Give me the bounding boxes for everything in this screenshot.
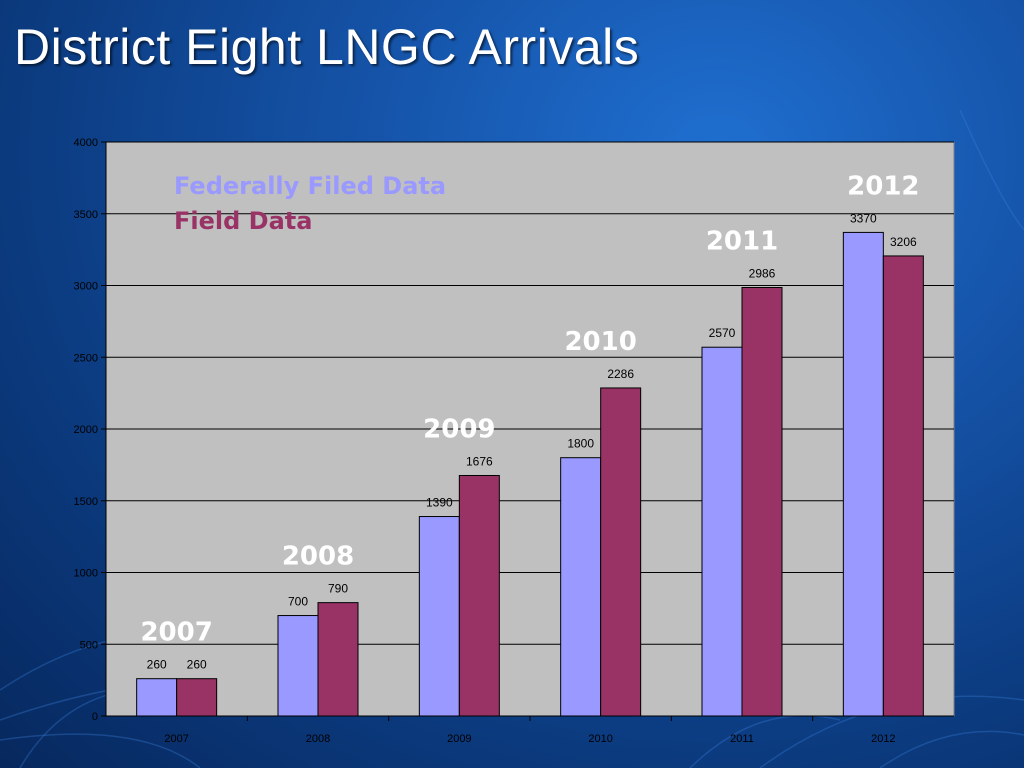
year-annotation-2011: 2011 bbox=[706, 227, 778, 257]
y-tick-label: 4000 bbox=[74, 137, 98, 149]
y-tick-label: 0 bbox=[92, 711, 98, 723]
y-tick-label: 2500 bbox=[74, 352, 98, 364]
legend-field-data: Field Data bbox=[174, 207, 312, 235]
bar-federally-filed-2010 bbox=[560, 457, 602, 717]
y-tick-label: 500 bbox=[80, 639, 98, 651]
data-label: 3206 bbox=[890, 235, 917, 249]
data-label: 790 bbox=[328, 582, 348, 596]
bar-field-data-2010 bbox=[600, 387, 642, 717]
data-label: 2286 bbox=[607, 367, 634, 381]
year-annotation-2008: 2008 bbox=[282, 542, 354, 572]
slide-title: District Eight LNGC Arrivals bbox=[14, 19, 640, 75]
bar-field-data-2008 bbox=[317, 602, 359, 717]
year-annotation-2010: 2010 bbox=[564, 327, 636, 357]
bar-field-data-2009 bbox=[458, 474, 500, 717]
data-label: 3370 bbox=[850, 211, 877, 225]
bar-field-data-2007 bbox=[176, 678, 218, 717]
data-label: 700 bbox=[288, 595, 308, 609]
bar-federally-filed-2009 bbox=[418, 516, 460, 717]
x-tick-label: 2010 bbox=[588, 733, 612, 745]
y-tick-label: 3500 bbox=[74, 209, 98, 221]
x-tick-label: 2012 bbox=[871, 733, 895, 745]
x-tick-label: 2011 bbox=[730, 733, 754, 745]
year-annotation-2012: 2012 bbox=[847, 171, 919, 201]
data-label: 2986 bbox=[749, 267, 776, 281]
x-tick-label: 2008 bbox=[306, 733, 330, 745]
data-label: 260 bbox=[187, 658, 207, 672]
y-tick-label: 2000 bbox=[74, 424, 98, 436]
bar-federally-filed-2012 bbox=[842, 231, 884, 717]
x-tick-label: 2009 bbox=[447, 733, 471, 745]
bar-federally-filed-2011 bbox=[701, 346, 743, 717]
x-tick-label: 2007 bbox=[164, 733, 188, 745]
y-tick-label: 3000 bbox=[74, 281, 98, 293]
year-annotation-2009: 2009 bbox=[423, 414, 495, 444]
bar-federally-filed-2007 bbox=[136, 678, 178, 717]
year-annotation-2007: 2007 bbox=[140, 618, 212, 648]
data-label: 2570 bbox=[709, 326, 736, 340]
y-tick-label: 1000 bbox=[74, 568, 98, 580]
bar-field-data-2011 bbox=[741, 287, 783, 717]
data-label: 260 bbox=[147, 658, 167, 672]
legend-federally-filed: Federally Filed Data bbox=[174, 172, 446, 200]
data-label: 1390 bbox=[426, 496, 453, 510]
data-label: 1800 bbox=[567, 437, 594, 451]
y-tick-label: 1500 bbox=[74, 496, 98, 508]
data-label: 1676 bbox=[466, 454, 493, 468]
bar-federally-filed-2008 bbox=[277, 615, 319, 717]
bar-field-data-2012 bbox=[882, 255, 924, 717]
